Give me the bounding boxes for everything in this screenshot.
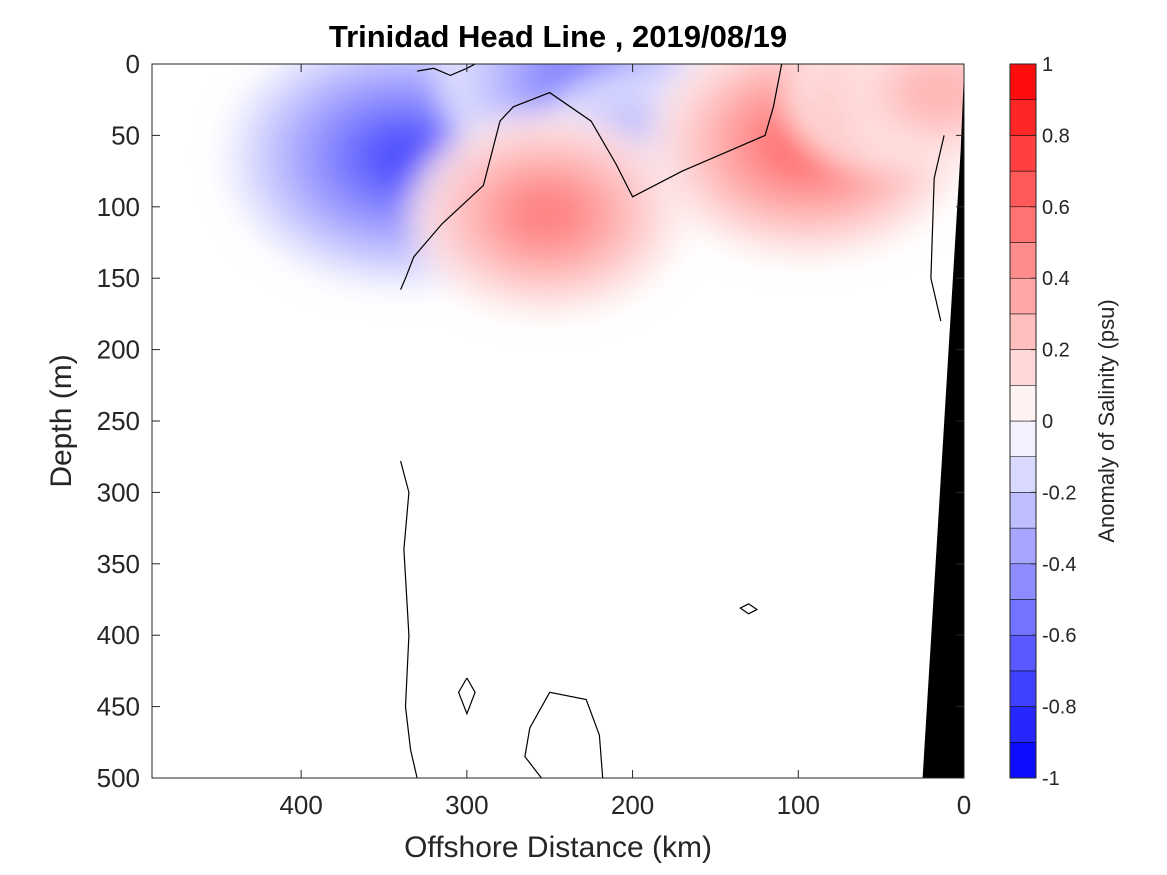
colorbar-tick-label: 0 — [1042, 411, 1053, 433]
colorbar-segment — [1009, 63, 1037, 100]
y-tick-label: 300 — [97, 477, 140, 507]
y-axis-ticks: 0 50 100 150 200 250 300 350 400 450 500 — [97, 49, 964, 793]
colorbar-segment — [1009, 206, 1037, 243]
colorbar-segment — [1009, 634, 1037, 672]
colorbar-segment — [1009, 277, 1037, 315]
colorbar-segment — [1009, 706, 1037, 743]
x-axis-ticks: 400 300 200 100 0 — [279, 64, 971, 820]
x-tick-label: 400 — [279, 790, 322, 820]
field-feature-6-level-3 — [897, 64, 964, 124]
upper-zero-contour — [417, 64, 476, 77]
coastal-zero-contour — [930, 135, 945, 322]
small-loop-130 — [739, 603, 759, 615]
colorbar-segment — [1009, 599, 1037, 636]
colorbar-segment — [1009, 135, 1037, 172]
y-tick-label: 350 — [97, 549, 140, 579]
colorbar-segment — [1009, 420, 1037, 457]
colorbar-tick-label: 0.2 — [1042, 340, 1070, 362]
y-tick-label: 150 — [97, 263, 140, 293]
colorbar-label: Anomaly of Salinity (psu) — [1094, 299, 1119, 542]
colorbar-segment — [1009, 670, 1037, 707]
colorbar-tick-label: 0.4 — [1042, 268, 1070, 290]
colorbar-segment — [1009, 313, 1037, 350]
zero-contour-lines — [400, 64, 945, 778]
x-tick-label: 100 — [777, 790, 820, 820]
colorbar-tick-label: 0.8 — [1042, 125, 1070, 147]
colorbar-segment — [1009, 456, 1037, 493]
colorbar-segment — [1009, 242, 1037, 279]
y-tick-label: 400 — [97, 620, 140, 650]
main-zero-contour — [400, 64, 783, 290]
chart-title: Trinidad Head Line , 2019/08/19 — [329, 19, 787, 54]
y-axis-label: Depth (m) — [45, 354, 78, 487]
colorbar-segment — [1009, 385, 1037, 422]
colorbar-segment — [1009, 492, 1037, 529]
x-axis-label: Offshore Distance (km) — [404, 831, 712, 864]
seafloor-shape — [922, 71, 964, 778]
x-tick-label: 300 — [445, 790, 488, 820]
colorbar-tick-label: -0.4 — [1042, 554, 1076, 576]
x-tick-label: 0 — [957, 790, 971, 820]
colorbar: 1 0.8 0.6 0.4 0.2 0 -0.2 -0.4 -0.6 -0.8 -1 — [1009, 54, 1076, 790]
y-tick-label: 200 — [97, 335, 140, 365]
deep-boundary-contour — [400, 460, 418, 778]
y-tick-label: 450 — [97, 692, 140, 722]
x-tick-label: 200 — [611, 790, 654, 820]
colorbar-segment — [1009, 170, 1037, 208]
y-tick-label: 500 — [97, 763, 140, 793]
small-loop-300 — [457, 677, 476, 716]
colorbar-tick-label: -0.6 — [1042, 625, 1076, 647]
y-tick-label: 50 — [111, 120, 140, 150]
colorbar-segment — [1009, 349, 1037, 386]
colorbar-tick-label: -1 — [1042, 768, 1060, 790]
colorbar-tick-label: 1 — [1042, 54, 1053, 76]
colorbar-segment — [1009, 99, 1037, 136]
colorbar-tick-label: 0.6 — [1042, 197, 1070, 219]
field-feature-3-level-5 — [508, 186, 585, 242]
colorbar-segment — [1009, 527, 1037, 565]
colorbar-segment — [1009, 742, 1037, 779]
deep-right-loop-contour — [524, 691, 604, 778]
colorbar-segment — [1009, 563, 1037, 600]
colorbar-tick-label: -0.2 — [1042, 482, 1076, 504]
y-tick-label: 100 — [97, 192, 140, 222]
seafloor-bathymetry — [922, 71, 964, 778]
y-tick-label: 250 — [97, 406, 140, 436]
colorbar-tick-label: -0.8 — [1042, 697, 1076, 719]
y-tick-label: 0 — [126, 49, 140, 79]
